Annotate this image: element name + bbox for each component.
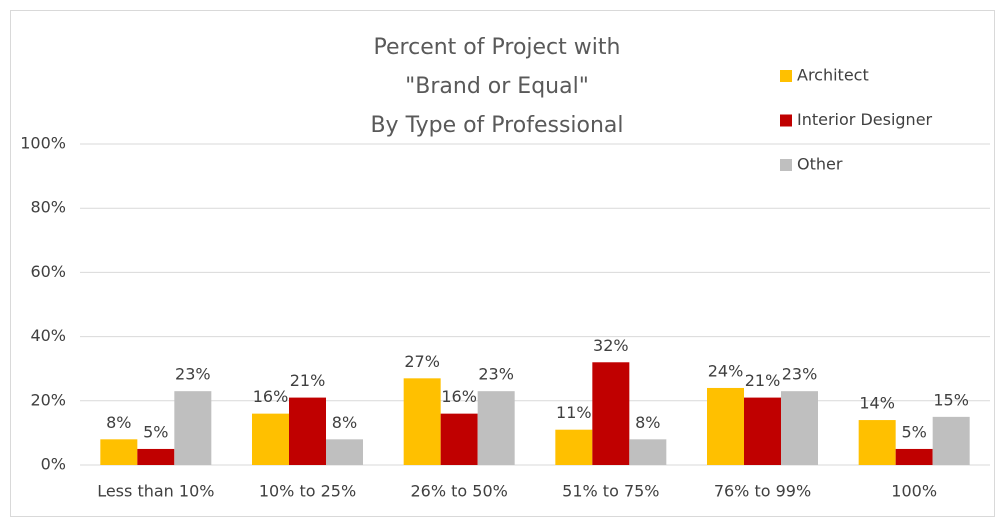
data-label: 23% [782, 365, 818, 384]
legend-swatch [780, 70, 792, 82]
y-tick-label: 0% [41, 455, 66, 474]
y-tick-label: 60% [30, 262, 66, 281]
data-label: 11% [556, 403, 592, 422]
data-label: 5% [143, 422, 168, 441]
legend-swatch [780, 159, 792, 171]
bar [592, 362, 630, 465]
data-label: 21% [745, 371, 781, 390]
bar [858, 420, 896, 465]
bar [440, 413, 478, 465]
x-tick-label: 100% [891, 482, 937, 501]
data-label: 8% [332, 413, 357, 432]
y-tick-label: 80% [30, 198, 66, 217]
chart-title: Percent of Project with [374, 35, 621, 60]
data-label: 14% [859, 394, 895, 413]
bar [326, 439, 363, 465]
bar [100, 439, 138, 465]
y-tick-label: 100% [20, 134, 66, 153]
data-label: 23% [175, 365, 211, 384]
chart-title: By Type of Professional [370, 113, 623, 138]
data-label: 23% [478, 365, 514, 384]
x-tick-label: 10% to 25% [259, 482, 356, 501]
data-label: 24% [708, 361, 744, 380]
data-label: 8% [106, 413, 131, 432]
x-tick-label: 51% to 75% [562, 482, 659, 501]
data-label: 27% [404, 352, 440, 371]
bar [895, 448, 933, 465]
x-tick-label: 26% to 50% [410, 482, 507, 501]
legend-label: Architect [797, 66, 869, 85]
bar [289, 397, 326, 465]
x-tick-label: 76% to 99% [714, 482, 811, 501]
y-tick-label: 40% [30, 326, 66, 345]
bar [403, 378, 441, 465]
legend-swatch [780, 114, 792, 127]
bar [477, 391, 515, 465]
data-label: 16% [441, 387, 477, 406]
data-label: 16% [253, 387, 289, 406]
data-label: 21% [290, 371, 326, 390]
data-label: 15% [933, 390, 969, 409]
bar [744, 397, 781, 465]
legend-label: Other [797, 155, 843, 174]
bar [137, 448, 175, 465]
bar [707, 387, 744, 465]
data-label: 8% [635, 413, 660, 432]
data-label: 5% [901, 422, 926, 441]
bar [252, 413, 289, 465]
data-label: 32% [593, 336, 629, 355]
bar [781, 391, 818, 465]
y-tick-label: 20% [30, 390, 66, 409]
bar [629, 439, 667, 465]
bar [932, 416, 970, 465]
bar [174, 391, 212, 465]
bar [555, 429, 593, 465]
legend-label: Interior Designer [797, 110, 933, 129]
x-tick-label: Less than 10% [97, 482, 214, 501]
chart-title: "Brand or Equal" [405, 74, 589, 99]
